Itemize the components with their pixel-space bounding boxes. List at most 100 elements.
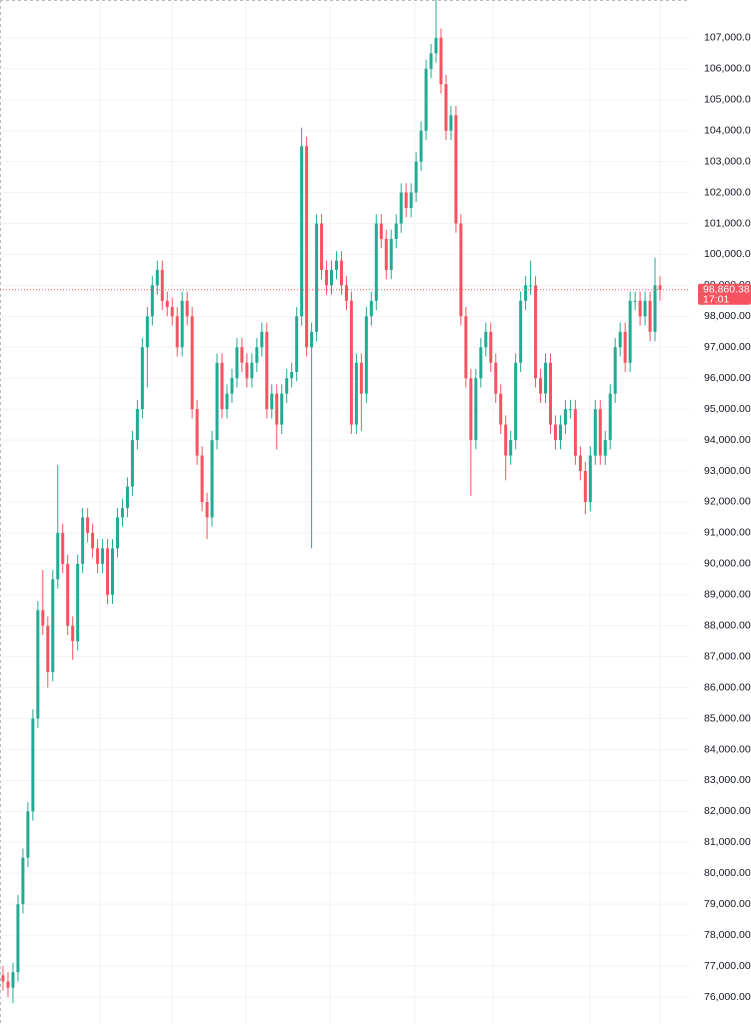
candle-body xyxy=(384,238,388,270)
candle-body xyxy=(489,331,493,363)
candle-body xyxy=(623,331,627,363)
y-tick-label: 103,000.00 xyxy=(704,155,751,167)
candle-body xyxy=(101,548,105,564)
y-tick-label: 85,000.00 xyxy=(704,712,751,724)
candle-body xyxy=(315,223,319,332)
y-tick-label: 87,000.00 xyxy=(704,650,751,662)
candle-body xyxy=(61,532,65,564)
candle-body xyxy=(598,409,602,456)
y-tick-label: 91,000.00 xyxy=(704,527,751,539)
candle-body xyxy=(544,362,548,394)
candle-body xyxy=(354,362,358,425)
candle-body xyxy=(1,975,5,982)
candle-body xyxy=(359,362,363,394)
y-tick-label: 92,000.00 xyxy=(704,496,751,508)
candle-body xyxy=(399,192,403,224)
candle-body xyxy=(325,269,329,286)
candle-body xyxy=(394,223,398,239)
candle-body xyxy=(190,316,194,410)
candle-body xyxy=(633,300,637,302)
candle-body xyxy=(563,409,567,425)
candle-body xyxy=(145,316,149,348)
y-tick-label: 88,000.00 xyxy=(704,619,751,631)
candle-body xyxy=(439,37,443,85)
candle-body xyxy=(91,532,95,549)
candle-body xyxy=(185,300,189,317)
candle-body xyxy=(280,393,284,425)
candle-body xyxy=(56,532,60,580)
candle-body xyxy=(409,192,413,209)
candle-body xyxy=(514,362,518,441)
candle-body xyxy=(305,146,309,348)
y-tick-label: 102,000.00 xyxy=(704,186,751,198)
candle-body xyxy=(643,300,647,317)
candle-body xyxy=(349,300,353,425)
y-tick-label: 94,000.00 xyxy=(704,434,751,446)
candle-body xyxy=(275,393,279,425)
candle-body xyxy=(658,285,662,290)
y-tick-label: 104,000.00 xyxy=(704,124,751,136)
candle-body xyxy=(130,440,134,487)
candle-body xyxy=(464,316,468,379)
candle-body xyxy=(76,563,80,642)
candle-body xyxy=(638,300,642,317)
candle-body xyxy=(603,440,607,456)
y-tick-label: 106,000.00 xyxy=(704,63,751,75)
candle-body xyxy=(96,548,100,564)
candle-body xyxy=(295,316,299,373)
candle-body xyxy=(404,192,408,209)
candle-body xyxy=(250,362,254,379)
last-price-label: 98,860.38 xyxy=(703,283,750,295)
candle-body xyxy=(578,455,582,472)
candle-body xyxy=(568,409,572,411)
candle-body xyxy=(539,378,543,394)
candle-body xyxy=(86,517,90,533)
candle-body xyxy=(479,347,483,379)
y-tick-label: 90,000.00 xyxy=(704,558,751,570)
candle-body xyxy=(618,331,622,348)
candle-body xyxy=(653,285,657,332)
candle-body xyxy=(66,563,70,626)
candle-body xyxy=(180,300,184,348)
y-tick-label: 81,000.00 xyxy=(704,836,751,848)
candle-body xyxy=(106,548,110,595)
candle-body xyxy=(628,300,632,363)
candle-body xyxy=(449,115,453,131)
candle-body xyxy=(245,362,249,379)
candle-body xyxy=(210,440,214,518)
y-tick-label: 97,000.00 xyxy=(704,341,751,353)
candle-body xyxy=(509,440,513,456)
y-tick-label: 79,000.00 xyxy=(704,898,751,910)
candle-body xyxy=(558,424,562,441)
candle-body xyxy=(608,393,612,441)
candle-body xyxy=(150,285,154,317)
candle-body xyxy=(120,508,124,518)
y-tick-label: 82,000.00 xyxy=(704,805,751,817)
candle-body xyxy=(235,347,239,379)
y-tick-label: 107,000.00 xyxy=(704,32,751,44)
candle-body xyxy=(270,393,274,410)
candle-body xyxy=(454,115,458,224)
candle-body xyxy=(265,331,269,410)
candle-body xyxy=(255,347,259,363)
candle-body xyxy=(195,409,199,456)
y-tick-label: 105,000.00 xyxy=(704,94,751,106)
candle-body xyxy=(549,362,552,425)
candle-body xyxy=(519,300,523,363)
candle-body xyxy=(334,260,338,270)
candle-body xyxy=(429,53,433,69)
candle-body xyxy=(300,146,304,317)
y-tick-label: 84,000.00 xyxy=(704,743,751,755)
candle-body xyxy=(175,316,179,348)
candle-body xyxy=(553,424,557,441)
candle-body xyxy=(434,37,438,54)
y-tick-label: 76,000.00 xyxy=(704,991,751,1003)
candle-body xyxy=(310,331,314,348)
candle-body xyxy=(583,471,587,502)
candle-body xyxy=(16,904,20,973)
candle-body xyxy=(115,517,119,549)
candle-body xyxy=(225,393,229,410)
candle-body xyxy=(484,331,488,348)
candle-body xyxy=(504,424,508,456)
